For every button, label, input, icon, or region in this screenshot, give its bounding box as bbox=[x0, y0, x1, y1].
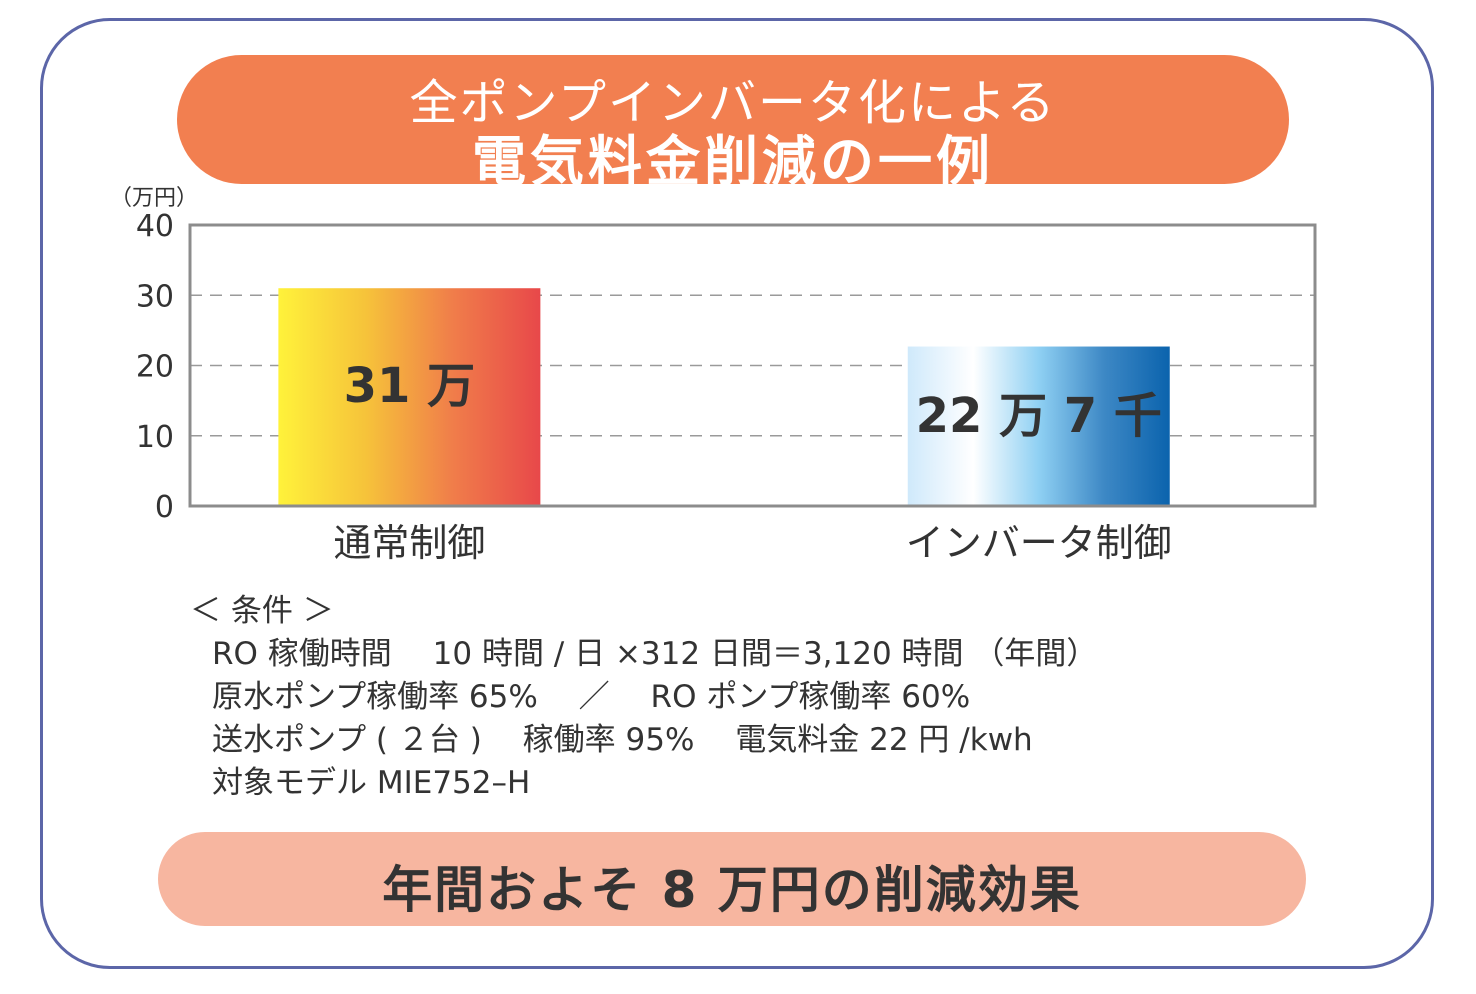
x-tick-label: 通常制御 bbox=[333, 521, 485, 565]
condition-line: 原水ポンプ稼働率 65% ／ RO ポンプ稼働率 60% bbox=[212, 679, 971, 715]
y-axis-unit-label: （万円） bbox=[110, 186, 199, 211]
x-tick-label: インバータ制御 bbox=[906, 521, 1172, 565]
data-label: 22 万 7 千 bbox=[916, 388, 1162, 444]
condition-line: 送水ポンプ ( ２台 ) 稼働率 95% 電気料金 22 円 /kwh bbox=[212, 722, 1033, 758]
condition-line: RO 稼働時間 10 時間 / 日 ×312 日間＝3,120 時間 （年間） bbox=[212, 636, 1098, 672]
data-label: 31 万 bbox=[344, 358, 476, 414]
y-tick-label: 30 bbox=[136, 279, 174, 314]
result-banner: 年間およそ 8 万円の削減効果 bbox=[158, 832, 1306, 926]
y-tick-label: 20 bbox=[136, 350, 174, 385]
title-line-2: 電気料金削減の一例 bbox=[472, 130, 994, 193]
condition-line: 対象モデル MIE752–H bbox=[212, 765, 531, 801]
result-text: 年間およそ 8 万円の削減効果 bbox=[382, 861, 1082, 919]
conditions-block: ＜ 条件 ＞ RO 稼働時間 10 時間 / 日 ×312 日間＝3,120 時… bbox=[190, 590, 1097, 805]
y-tick-label: 40 bbox=[136, 209, 174, 244]
title-banner: 全ポンプインバータ化による 電気料金削減の一例 bbox=[177, 55, 1289, 193]
conditions-heading: ＜ 条件 ＞ bbox=[190, 593, 334, 629]
bar bbox=[907, 346, 1170, 506]
plot-area-border bbox=[188, 223, 1317, 508]
title-line-1: 全ポンプインバータ化による bbox=[409, 75, 1057, 131]
y-tick-label: 10 bbox=[136, 420, 174, 455]
y-tick-label: 0 bbox=[155, 490, 174, 525]
outer-frame bbox=[40, 18, 1434, 969]
bar bbox=[278, 288, 541, 506]
